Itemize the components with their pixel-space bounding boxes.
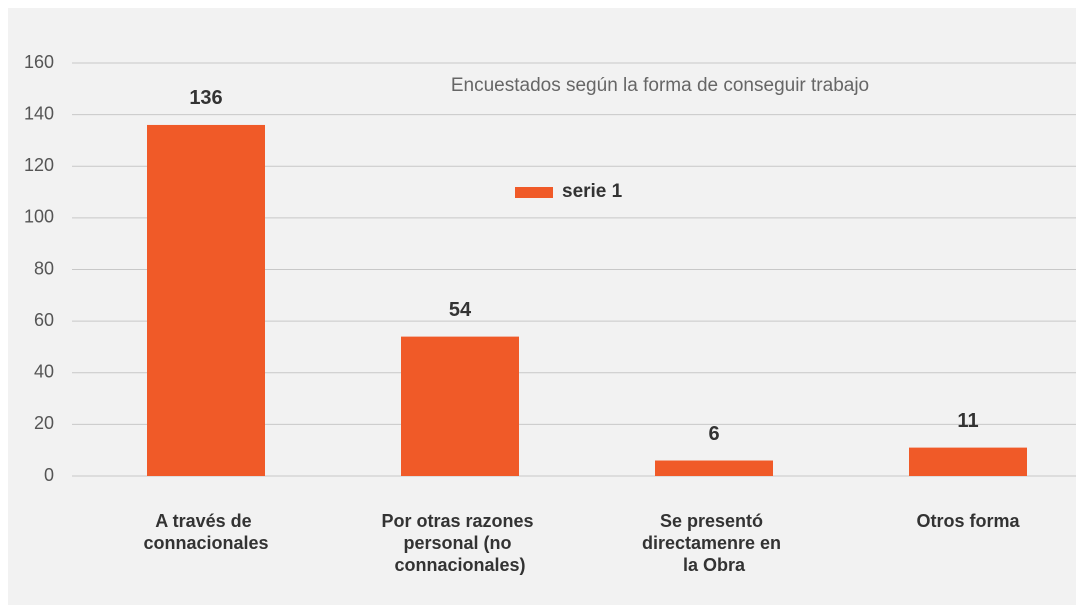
bar — [147, 124, 265, 476]
y-tick-label: 80 — [34, 258, 54, 278]
y-tick-label: 60 — [34, 310, 54, 330]
x-tick-label: Otros forma — [916, 511, 1020, 531]
bar — [401, 336, 519, 476]
data-label: 136 — [189, 87, 222, 109]
x-tick-label: Se presentó directamenre en la Obra — [642, 511, 786, 575]
legend-swatch — [515, 187, 553, 198]
data-label: 6 — [708, 423, 719, 445]
x-tick-label: Por otras razones personal (no connacion… — [381, 511, 538, 575]
bar — [909, 447, 1027, 476]
data-label: 11 — [957, 410, 978, 432]
bar — [655, 460, 773, 476]
y-tick-label: 120 — [24, 155, 54, 175]
y-tick-label: 140 — [24, 103, 54, 123]
y-tick-label: 20 — [34, 413, 54, 433]
legend-label: serie 1 — [562, 181, 623, 202]
data-label: 54 — [449, 299, 472, 321]
y-tick-label: 100 — [24, 207, 54, 227]
chart-title: Encuestados según la forma de conseguir … — [451, 75, 869, 96]
x-tick-label: A través de connacionales — [143, 511, 268, 553]
y-tick-label: 160 — [24, 52, 54, 72]
y-tick-label: 40 — [34, 362, 54, 382]
y-tick-label: 0 — [44, 465, 54, 485]
